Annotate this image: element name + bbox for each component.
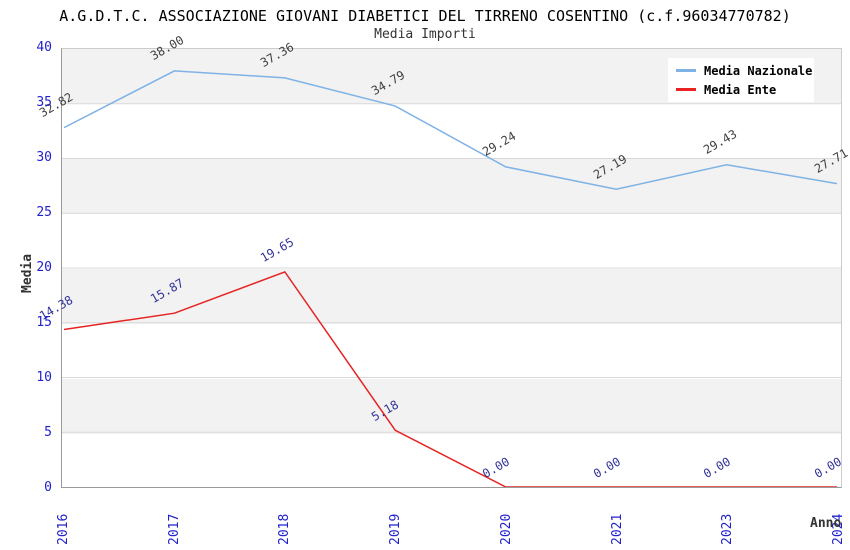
x-axis-title: Anno [810,516,842,531]
x-tick-label: 2021 [609,513,625,545]
series-line-media-ente [63,270,838,487]
x-tick-label: 2016 [56,513,71,545]
y-tick-label: 0 [44,480,52,495]
chart-title: A.G.D.T.C. ASSOCIAZIONE GIOVANI DIABETIC… [59,7,791,25]
y-tick-label: 15 [36,315,52,330]
legend-item: Media Ente [676,83,814,97]
y-tick-label: 30 [36,150,52,165]
legend-swatch-icon [676,69,696,72]
x-tick-label: 2017 [166,513,182,545]
plot-area: 32.82 38.00 37.36 34.79 29.24 27.19 29.43 27.71… [37,33,850,488]
legend-item: Media Nazionale [676,64,814,78]
x-tick-label: 2019 [388,513,404,545]
y-tick-label: 40 [36,40,52,55]
series-lines-svg [62,70,841,487]
y-tick-label: 25 [36,205,52,220]
x-tick-label: 2023 [720,513,736,545]
y-tick-label: 35 [36,95,52,110]
y-tick-label: 5 [44,425,52,440]
legend-swatch-icon [676,88,696,91]
legend: Media Nazionale Media Ente [668,58,814,102]
legend-label: Media Ente [704,82,777,97]
y-tick-label: 20 [36,260,52,275]
x-tick-label: 2020 [498,513,514,545]
legend-label: Media Nazionale [704,63,813,78]
x-tick-label: 2018 [277,513,293,545]
chart-subtitle: Media Importi [374,27,476,42]
y-tick-label: 10 [36,370,52,385]
series-line-media-nazionale [63,70,838,191]
